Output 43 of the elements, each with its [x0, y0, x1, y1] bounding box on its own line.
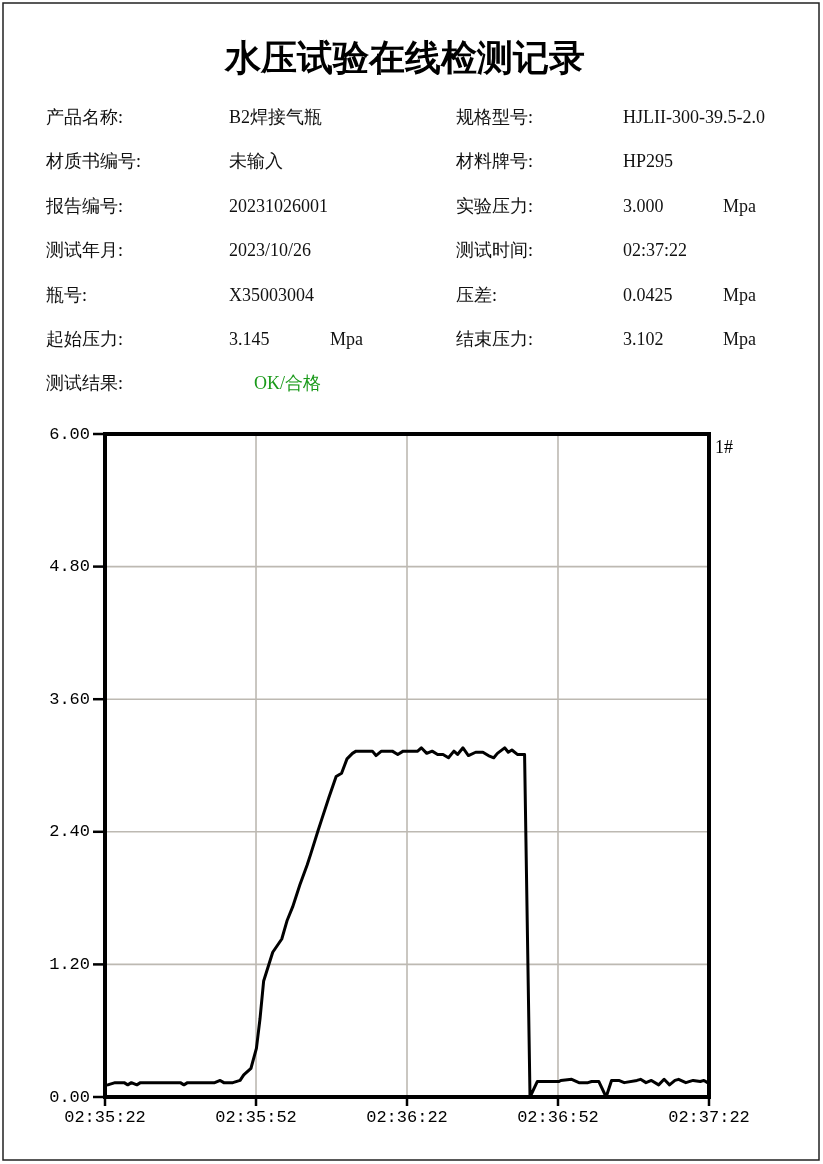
text: 0.0425 — [623, 284, 673, 305]
text: 3.000 — [623, 195, 664, 216]
text: Mpa — [723, 329, 756, 349]
text: 材质书编号: — [45, 151, 142, 172]
x-tick-label: 02:37:22 — [668, 1107, 750, 1127]
y-tick-label: 6.00 — [49, 424, 90, 444]
y-tick-label: 2.40 — [49, 822, 90, 842]
text: 瓶号: — [46, 284, 88, 305]
text: 报告编号: — [45, 195, 124, 216]
text: Mpa — [330, 329, 363, 349]
text: 测试时间: — [456, 240, 534, 261]
text: X35003004 — [229, 284, 314, 305]
y-tick-label: 0.00 — [49, 1087, 90, 1107]
chart-title: 水压试验在线检测记录 — [224, 37, 585, 78]
x-tick-label: 02:36:52 — [517, 1107, 599, 1127]
x-tick-label: 02:36:22 — [366, 1107, 448, 1127]
text: 实验压力: — [456, 195, 534, 216]
text: HP295 — [623, 151, 674, 172]
text: 3.102 — [623, 329, 664, 349]
y-tick-label: 1.20 — [49, 954, 90, 974]
text: 未输入 — [229, 151, 283, 172]
text: Mpa — [723, 195, 756, 216]
text: 02:37:22 — [623, 240, 688, 261]
text: 材料牌号: — [455, 151, 534, 172]
text: B2焊接气瓶 — [229, 107, 323, 127]
text: 压差: — [456, 284, 498, 305]
y-tick-label: 3.60 — [49, 689, 90, 709]
x-tick-label: 02:35:22 — [64, 1107, 146, 1127]
text: 3.145 — [229, 329, 270, 349]
text: 测试结果: — [46, 373, 124, 394]
x-tick-label: 02:35:52 — [215, 1107, 297, 1127]
text: 1# — [715, 437, 733, 457]
text: OK/合格 — [254, 373, 321, 394]
text: Mpa — [723, 284, 756, 305]
text: 结束压力: — [456, 329, 534, 349]
text: 产品名称: — [46, 107, 124, 127]
text: HJLII-300-39.5-2.0 — [623, 107, 765, 127]
text: 20231026001 — [229, 195, 328, 216]
y-tick-label: 4.80 — [49, 557, 90, 577]
text: 规格型号: — [456, 107, 534, 127]
text: 2023/10/26 — [229, 240, 312, 261]
text: 起始压力: — [46, 329, 124, 349]
text: 测试年月: — [46, 240, 124, 261]
